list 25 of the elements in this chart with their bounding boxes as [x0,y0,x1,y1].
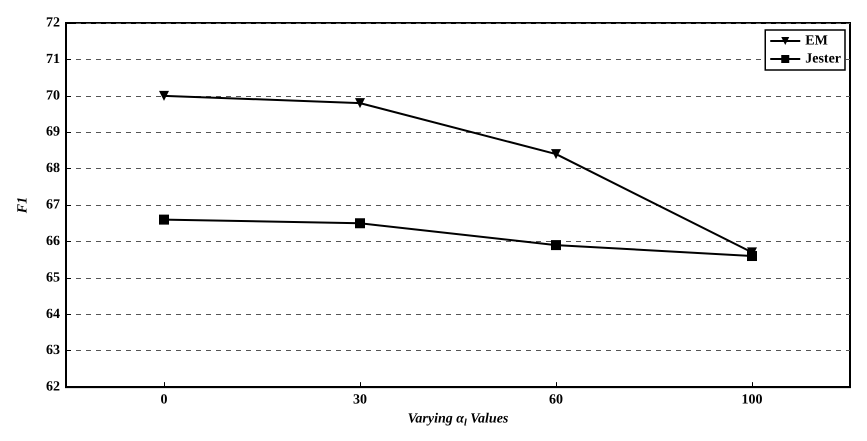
x-tick-label: 30 [353,392,367,408]
y-tick-label: 68 [46,161,60,176]
point [355,98,365,108]
y-tick-label: 66 [46,234,60,249]
x-tick-label: 0 [160,392,168,408]
y-tick-label: 62 [46,380,60,395]
point [551,240,561,250]
y-axis-title: F1 [16,196,30,214]
point [159,90,169,101]
y-tick-label: 65 [46,270,60,286]
point [355,218,365,228]
y-tick-label: 67 [46,198,60,213]
point [747,251,757,262]
y-tick-label: 72 [46,16,60,30]
y-tick-label: 70 [46,88,60,104]
point [551,149,561,160]
legend-label: Jester [805,52,842,66]
y-tick-label: 69 [46,124,60,140]
legend-label: EM [805,34,828,48]
y-tick-label: 63 [46,343,60,358]
point [159,214,169,225]
y-tick-label: 71 [46,52,60,67]
x-tick-label: 60 [549,392,563,408]
x-tick-label: 100 [742,392,762,408]
y-tick-label: 64 [46,306,60,322]
